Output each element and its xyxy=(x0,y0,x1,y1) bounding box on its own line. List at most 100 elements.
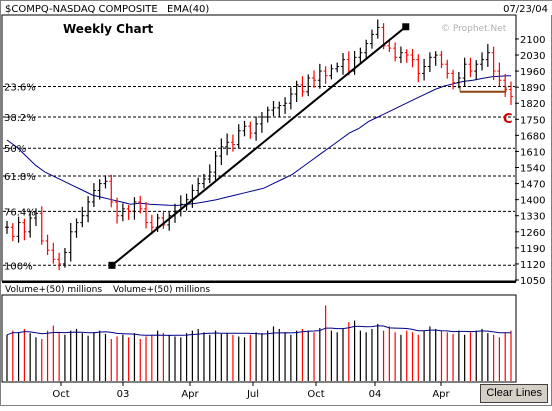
header-strip xyxy=(1,1,552,15)
price-bar xyxy=(271,101,276,117)
price-bar xyxy=(97,179,102,200)
x-axis: Oct 03 Apr Jul Oct 04 Apr xyxy=(52,382,451,400)
price-bar xyxy=(68,222,73,262)
price-bar xyxy=(335,62,340,73)
price-bar xyxy=(509,81,513,106)
price-bar xyxy=(10,223,15,242)
y-tick-label: 1750 xyxy=(520,115,545,126)
price-bar xyxy=(445,59,450,79)
price-bar xyxy=(254,116,259,141)
price-bar xyxy=(283,97,288,114)
volume-label-2: Volume+(50) millions xyxy=(113,285,210,295)
y-tick-label: 1890 xyxy=(520,83,545,94)
fib-label: 61.8% xyxy=(4,172,36,183)
volume-panel xyxy=(1,294,517,383)
price-bar xyxy=(364,39,369,59)
price-y-axis: 2100 2030 1960 1890 1820 1750 1680 1610 1540 1470… xyxy=(515,35,545,287)
price-bar xyxy=(398,46,403,64)
price-bar xyxy=(369,29,374,49)
price-bar xyxy=(248,121,253,139)
y-tick-label: 1330 xyxy=(520,212,545,223)
price-bar xyxy=(161,211,166,229)
price-bar xyxy=(480,52,485,71)
ema-line xyxy=(6,75,512,206)
y-tick-label: 1540 xyxy=(520,164,545,175)
price-bar xyxy=(288,87,293,110)
trendline[interactable] xyxy=(111,26,407,267)
y-tick-label: 1820 xyxy=(520,99,545,110)
price-bar xyxy=(462,57,467,87)
fib-label: 50% xyxy=(4,144,26,155)
y-tick-label: 1470 xyxy=(520,180,545,191)
price-bar xyxy=(103,175,108,189)
price-bar xyxy=(39,206,44,245)
x-tick-label: Apr xyxy=(432,389,450,400)
x-tick-label: Oct xyxy=(52,389,69,400)
price-bar xyxy=(33,208,38,226)
fib-label: 23.6% xyxy=(4,82,36,93)
price-bar xyxy=(196,177,201,197)
price-bar xyxy=(277,101,282,117)
price-bar xyxy=(109,174,114,208)
price-bar xyxy=(497,62,502,87)
price-bar xyxy=(91,183,96,208)
volume-bars xyxy=(6,305,512,381)
price-bar xyxy=(62,247,67,268)
y-tick-label: 1190 xyxy=(520,244,545,255)
price-bar xyxy=(57,252,62,271)
price-bar xyxy=(201,174,206,189)
y-tick-label: 1960 xyxy=(520,67,545,78)
price-bar xyxy=(219,138,224,166)
y-tick-label: 2030 xyxy=(520,51,545,62)
price-bar xyxy=(51,242,56,264)
x-tick-label: Oct xyxy=(307,389,324,400)
chart-title: Weekly Chart xyxy=(63,22,154,36)
volume-label-1: Volume+(50) millions xyxy=(5,285,102,295)
price-bar xyxy=(329,64,334,80)
indicator-label: EMA(40) xyxy=(167,4,209,15)
trendline-start-handle[interactable] xyxy=(108,261,116,269)
price-bar xyxy=(410,48,415,68)
date-label: 07/23/04 xyxy=(503,4,548,15)
price-bar xyxy=(404,49,409,63)
price-bar xyxy=(312,70,317,88)
y-tick-label: 1610 xyxy=(520,147,545,158)
y-tick-label: 1050 xyxy=(520,276,545,287)
fib-levels: 23.6% 38.2% 50% 61.8% 76.4% 100% xyxy=(3,82,515,272)
price-bar xyxy=(352,51,357,75)
volume-ma-line xyxy=(6,325,512,336)
x-tick-label: Jul xyxy=(246,389,259,400)
price-bars xyxy=(5,19,513,271)
price-bar xyxy=(167,212,172,231)
price-bar xyxy=(259,112,264,133)
price-bar xyxy=(416,54,421,83)
price-bar xyxy=(22,218,27,241)
price-bar xyxy=(306,74,311,97)
price-bar xyxy=(242,120,247,137)
symbol-title: $COMPQ-NASDAQ COMPOSITE xyxy=(5,4,158,15)
price-bar xyxy=(86,196,91,223)
y-tick-label: 1400 xyxy=(520,196,545,207)
price-bar xyxy=(317,63,322,89)
panel-divider xyxy=(2,281,516,283)
trendline-end-handle[interactable] xyxy=(402,23,410,31)
y-tick-label: 1260 xyxy=(520,228,545,239)
price-bar xyxy=(485,44,490,67)
ema-polyline xyxy=(6,75,512,206)
price-bar xyxy=(491,46,496,81)
y-tick-label: 1120 xyxy=(520,260,545,271)
price-bar xyxy=(28,211,33,238)
price-bar xyxy=(294,80,299,103)
price-bar xyxy=(474,60,479,80)
price-bar xyxy=(213,151,218,180)
price-bar xyxy=(5,220,9,234)
price-bar xyxy=(358,47,363,64)
price-bar xyxy=(265,106,270,123)
annotation-c: C xyxy=(503,112,513,127)
clear-lines-button[interactable]: Clear Lines xyxy=(480,384,548,403)
price-bar xyxy=(456,72,461,89)
price-bar xyxy=(468,57,473,77)
price-bar xyxy=(115,197,120,224)
y-tick-label: 2100 xyxy=(520,35,545,46)
